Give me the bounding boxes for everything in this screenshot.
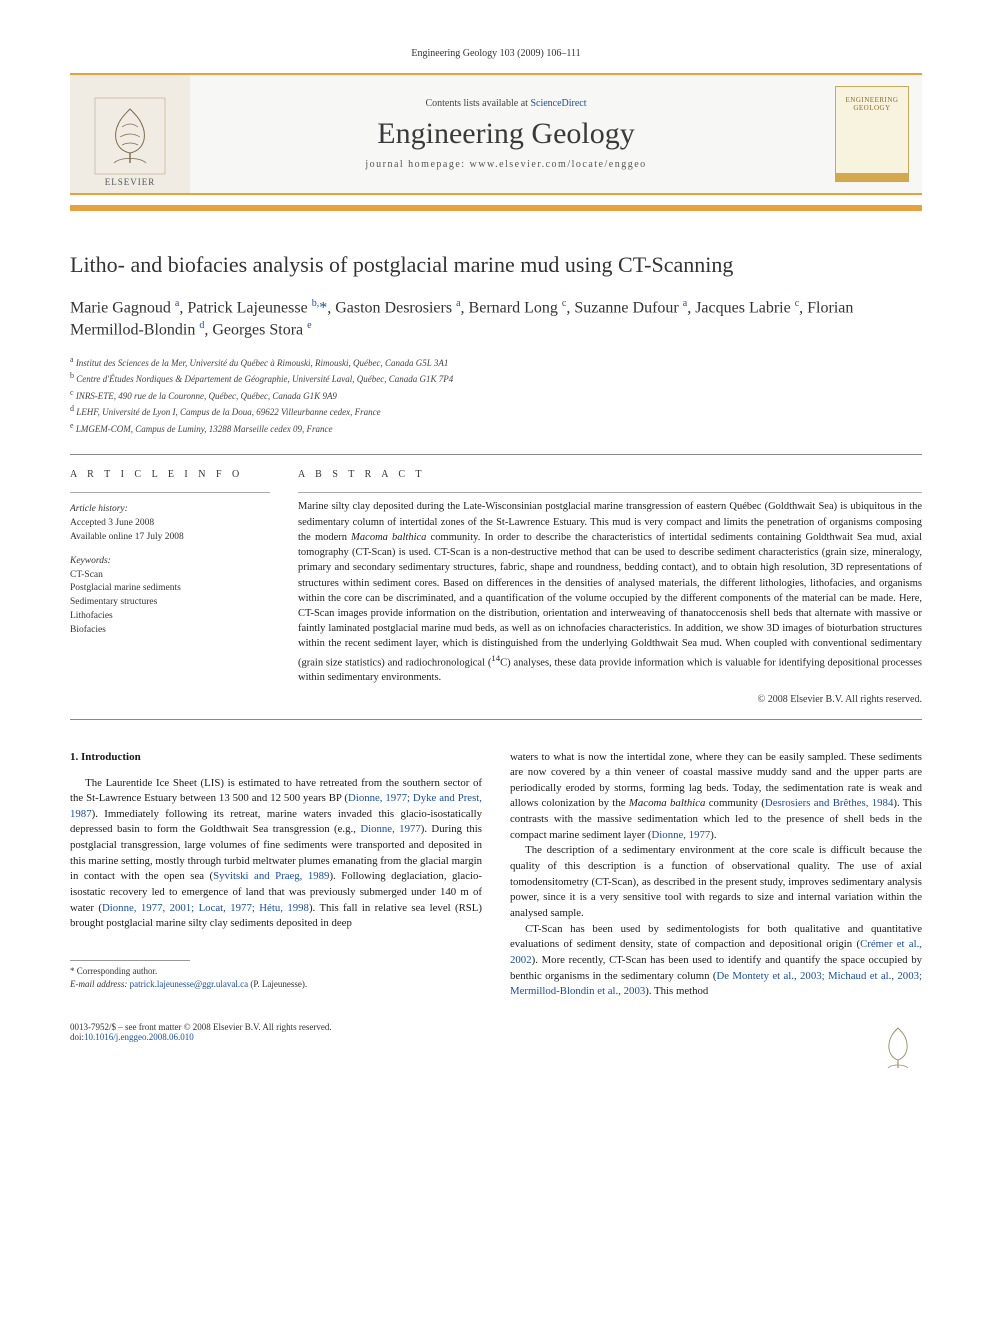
elsevier-tree-icon xyxy=(874,1022,922,1074)
abstract-label: A B S T R A C T xyxy=(298,469,922,480)
cover-bar xyxy=(836,173,908,181)
body-columns: 1. Introduction The Laurentide Ice Sheet… xyxy=(70,750,922,1000)
article-history: Article history: Accepted 3 June 2008 Av… xyxy=(70,503,270,544)
history-online: Available online 17 July 2008 xyxy=(70,531,270,545)
info-abstract-row: A R T I C L E I N F O Article history: A… xyxy=(70,469,922,704)
section-heading: 1. Introduction xyxy=(70,750,482,766)
corresponding-email-link[interactable]: patrick.lajeunesse@ggr.ulaval.ca xyxy=(130,979,249,989)
article-info-column: A R T I C L E I N F O Article history: A… xyxy=(70,469,270,704)
body-paragraph: The Laurentide Ice Sheet (LIS) is estima… xyxy=(70,776,482,932)
footnotes: * Corresponding author. E-mail address: … xyxy=(70,965,482,990)
footnote-rule xyxy=(70,960,190,961)
body-paragraph: The description of a sedimentary environ… xyxy=(510,843,922,921)
history-accepted: Accepted 3 June 2008 xyxy=(70,517,270,531)
elsevier-tree-icon xyxy=(94,97,166,175)
corresponding-author-note: * Corresponding author. xyxy=(70,965,482,978)
affiliation: c INRS-ETE, 490 rue de la Couronne, Québ… xyxy=(70,387,922,404)
journal-banner: ELSEVIER Contents lists available at Sci… xyxy=(70,73,922,195)
history-title: Article history: xyxy=(70,503,270,517)
footer-right xyxy=(874,1022,922,1076)
banner-center: Contents lists available at ScienceDirec… xyxy=(190,75,822,193)
email-line: E-mail address: patrick.lajeunesse@ggr.u… xyxy=(70,978,482,991)
keyword: CT-Scan xyxy=(70,569,270,583)
affiliations: a Institut des Sciences de la Mer, Unive… xyxy=(70,354,922,437)
cover-label-2: GEOLOGY xyxy=(853,105,890,113)
doi-link[interactable]: 10.1016/j.enggeo.2008.06.010 xyxy=(84,1032,194,1042)
divider xyxy=(70,492,270,493)
contents-prefix: Contents lists available at xyxy=(425,98,530,109)
contents-available-line: Contents lists available at ScienceDirec… xyxy=(190,98,822,109)
running-header: Engineering Geology 103 (2009) 106–111 xyxy=(70,48,922,59)
homepage-url: www.elsevier.com/locate/enggeo xyxy=(470,159,647,170)
journal-title: Engineering Geology xyxy=(190,117,822,151)
affiliation: e LMGEM-COM, Campus de Luminy, 13288 Mar… xyxy=(70,420,922,437)
divider xyxy=(298,492,922,493)
keyword: Biofacies xyxy=(70,624,270,638)
sciencedirect-link[interactable]: ScienceDirect xyxy=(530,98,586,109)
abstract-text: Marine silty clay deposited during the L… xyxy=(298,499,922,685)
homepage-prefix: journal homepage: xyxy=(365,159,469,170)
email-suffix: (P. Lajeunesse). xyxy=(248,979,307,989)
doi-line: doi:10.1016/j.enggeo.2008.06.010 xyxy=(70,1032,332,1042)
publisher-logo-box: ELSEVIER xyxy=(70,75,190,193)
affiliation: d LEHF, Université de Lyon I, Campus de … xyxy=(70,403,922,420)
footer-left: 0013-7952/$ – see front matter © 2008 El… xyxy=(70,1022,332,1076)
keyword: Sedimentary structures xyxy=(70,596,270,610)
body-column-right: waters to what is now the intertidal zon… xyxy=(510,750,922,1000)
keywords-block: Keywords: CT-Scan Postglacial marine sed… xyxy=(70,555,270,638)
front-matter-line: 0013-7952/$ – see front matter © 2008 El… xyxy=(70,1022,332,1032)
banner-right: ENGINEERING GEOLOGY xyxy=(822,75,922,193)
affiliation: a Institut des Sciences de la Mer, Unive… xyxy=(70,354,922,371)
divider xyxy=(70,454,922,455)
journal-cover-thumb: ENGINEERING GEOLOGY xyxy=(835,86,909,182)
elsevier-wordmark: ELSEVIER xyxy=(105,177,156,187)
abstract-column: A B S T R A C T Marine silty clay deposi… xyxy=(298,469,922,704)
email-label: E-mail address: xyxy=(70,979,130,989)
body-column-left: 1. Introduction The Laurentide Ice Sheet… xyxy=(70,750,482,1000)
divider xyxy=(70,719,922,720)
keyword: Postglacial marine sediments xyxy=(70,582,270,596)
journal-homepage-line: journal homepage: www.elsevier.com/locat… xyxy=(190,159,822,170)
body-paragraph: CT-Scan has been used by sedimentologist… xyxy=(510,922,922,1000)
orange-rule xyxy=(70,205,922,211)
keyword: Lithofacies xyxy=(70,610,270,624)
article-info-label: A R T I C L E I N F O xyxy=(70,469,270,480)
abstract-copyright: © 2008 Elsevier B.V. All rights reserved… xyxy=(298,694,922,705)
author-list: Marie Gagnoud a, Patrick Lajeunesse b,*,… xyxy=(70,297,922,342)
keywords-title: Keywords: xyxy=(70,555,270,569)
body-paragraph: waters to what is now the intertidal zon… xyxy=(510,750,922,844)
affiliation: b Centre d'Études Nordiques & Départemen… xyxy=(70,370,922,387)
page-footer: 0013-7952/$ – see front matter © 2008 El… xyxy=(70,1022,922,1076)
article-title: Litho- and biofacies analysis of postgla… xyxy=(70,251,922,279)
